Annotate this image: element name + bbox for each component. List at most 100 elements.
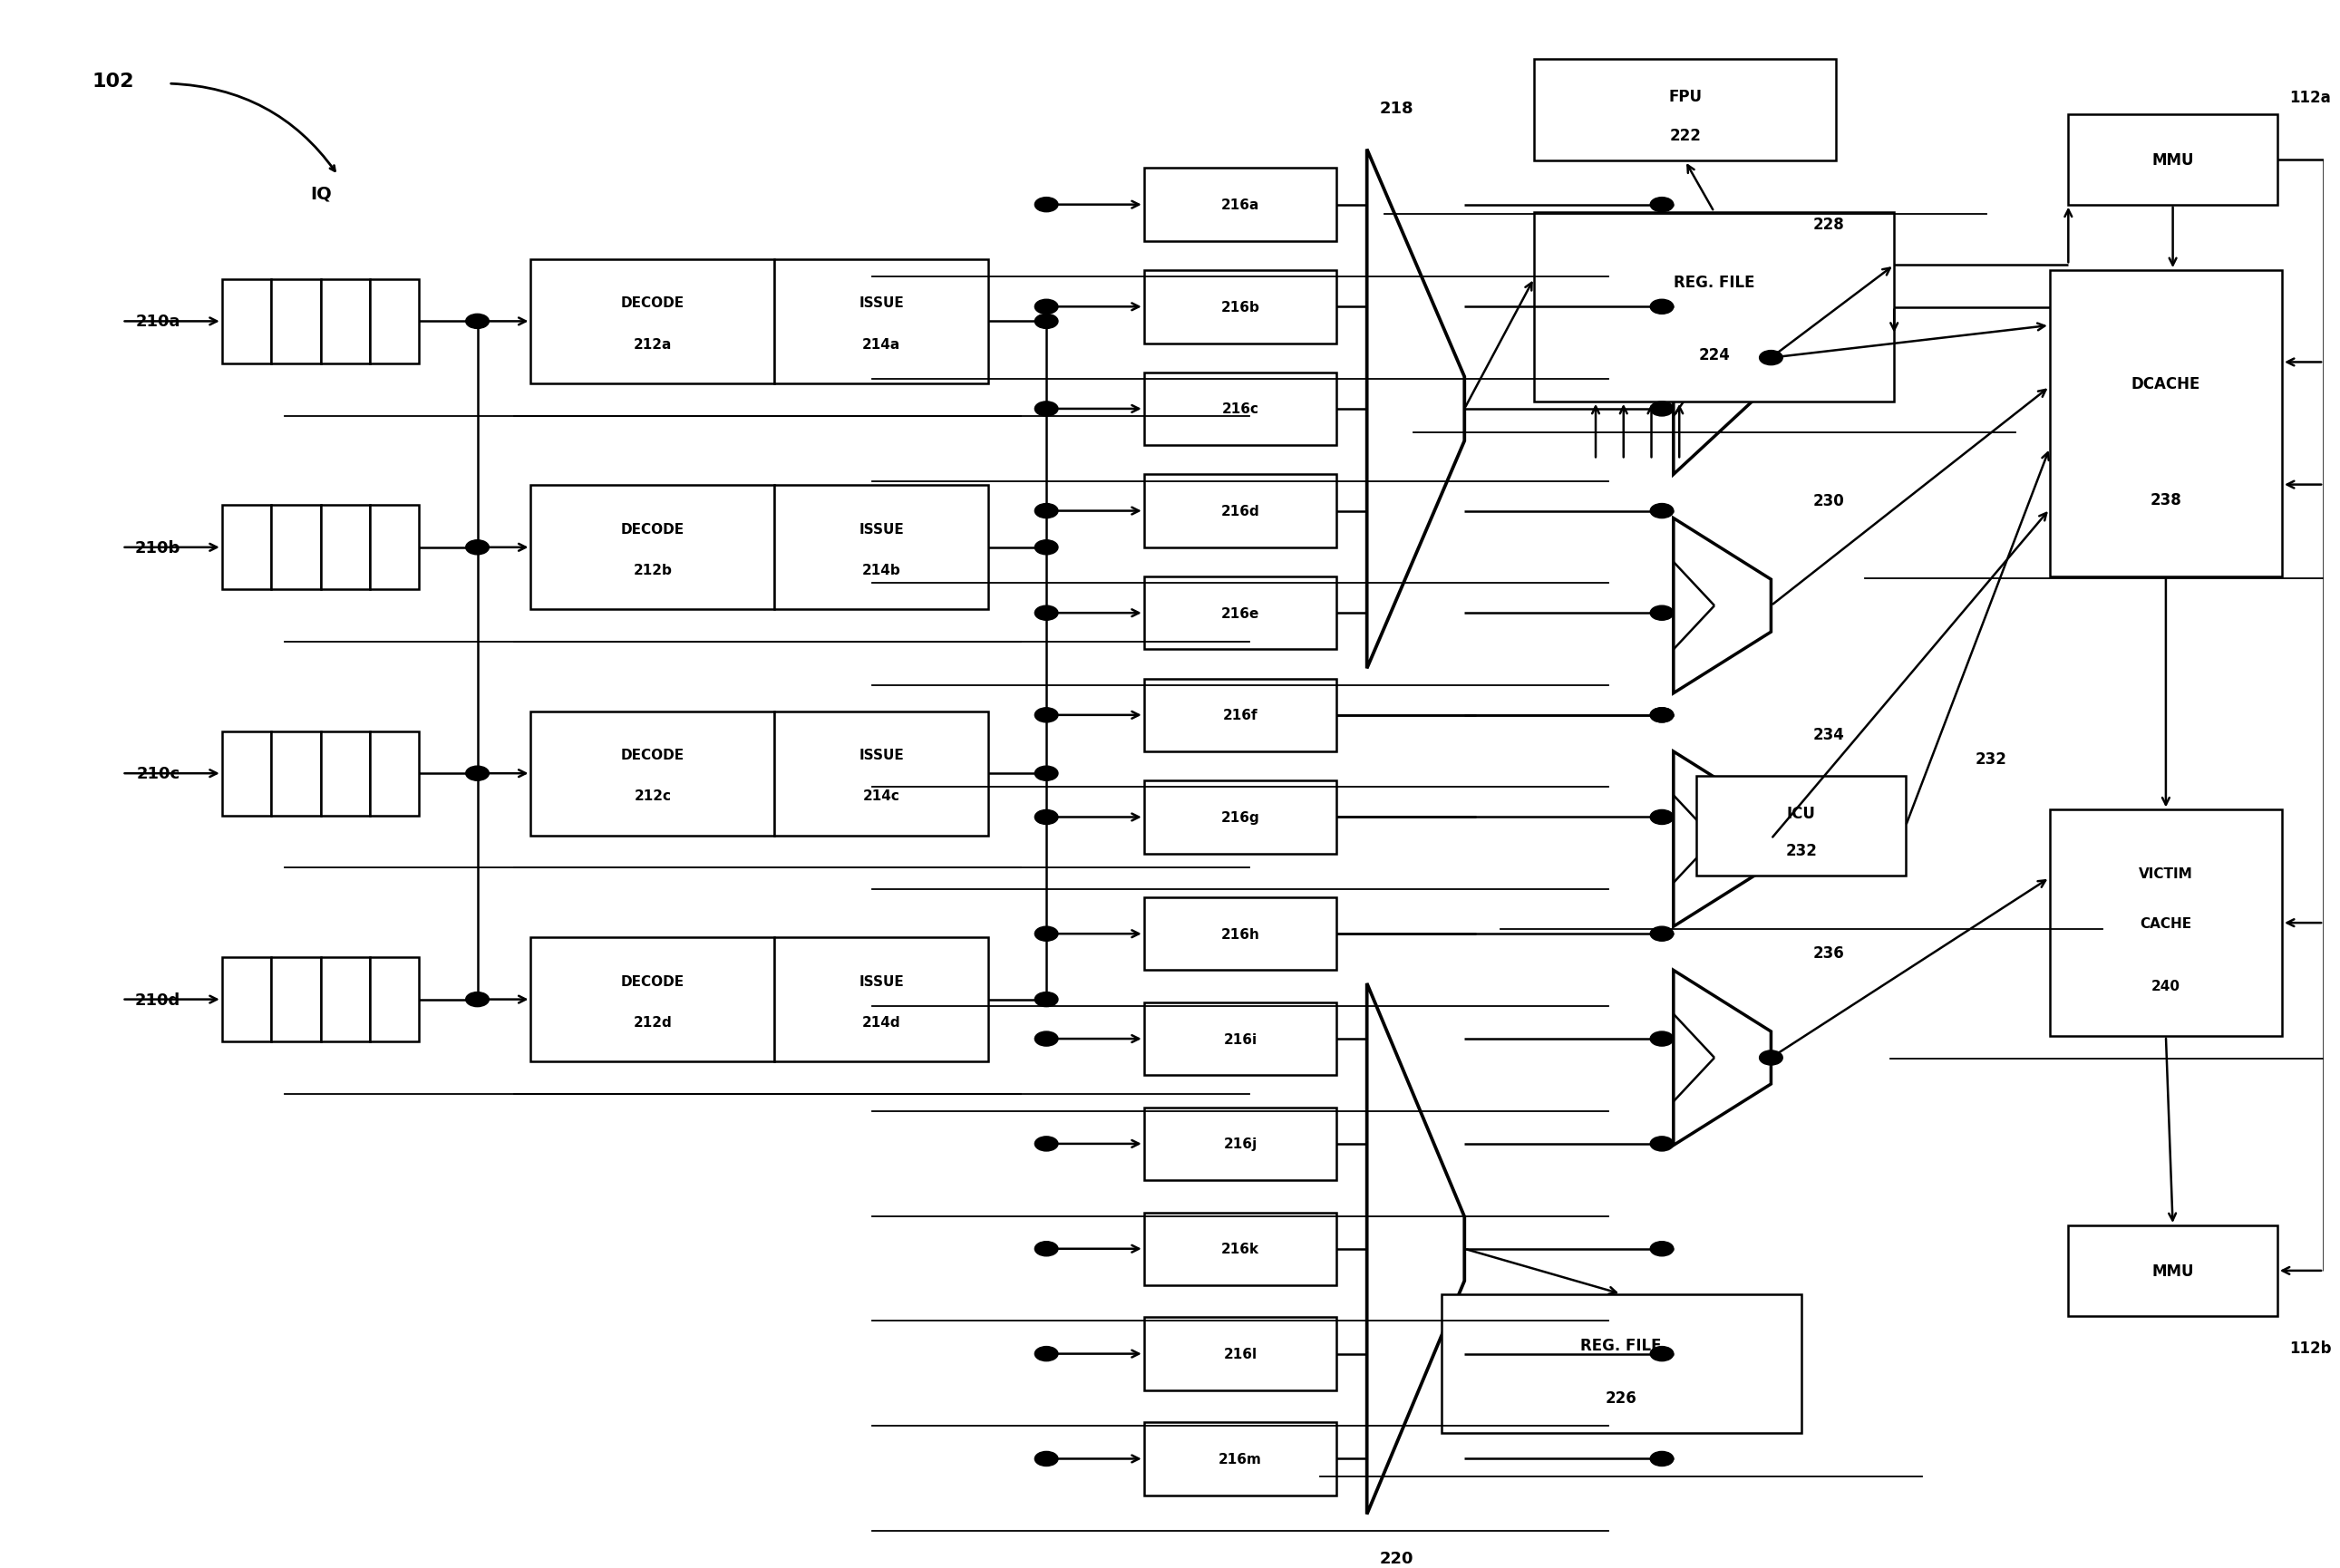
Circle shape [1650, 198, 1673, 213]
Text: 234: 234 [1814, 726, 1844, 743]
Bar [222, 732, 271, 815]
Polygon shape [1673, 753, 1771, 927]
Circle shape [1034, 767, 1058, 781]
Text: VICTIM: VICTIM [2139, 867, 2193, 880]
Text: 216f: 216f [1224, 709, 1259, 723]
Bar [775, 260, 987, 384]
Bar [1144, 679, 1336, 753]
Polygon shape [1673, 241, 1771, 475]
Bar [1144, 1422, 1336, 1496]
Text: 216l: 216l [1224, 1347, 1257, 1361]
Bar [370, 958, 419, 1043]
Circle shape [1034, 811, 1058, 825]
Text: 216k: 216k [1221, 1242, 1259, 1256]
Circle shape [1760, 351, 1783, 365]
Bar [370, 279, 419, 364]
Text: 232: 232 [1785, 844, 1818, 859]
Bar [2069, 1226, 2277, 1316]
Circle shape [1034, 709, 1058, 723]
Polygon shape [1673, 971, 1771, 1146]
Text: 212c: 212c [634, 789, 672, 803]
Text: 212b: 212b [634, 563, 672, 577]
Bar [321, 505, 370, 590]
Text: 216b: 216b [1221, 301, 1259, 314]
Circle shape [1034, 1032, 1058, 1046]
Bar [1144, 475, 1336, 547]
Bar [2050, 271, 2282, 577]
Bar [370, 732, 419, 815]
Text: ISSUE: ISSUE [859, 522, 903, 536]
Circle shape [1034, 315, 1058, 329]
Bar [531, 486, 775, 610]
Circle shape [1650, 927, 1673, 941]
Text: 216h: 216h [1221, 927, 1259, 941]
Circle shape [1650, 1452, 1673, 1466]
Text: CACHE: CACHE [2141, 916, 2193, 930]
Text: 224: 224 [1699, 347, 1729, 362]
Bar [1144, 271, 1336, 343]
Circle shape [1650, 1137, 1673, 1151]
Bar [1441, 1294, 1802, 1433]
Bar [2050, 811, 2282, 1036]
Bar [1144, 781, 1336, 855]
Text: 216i: 216i [1224, 1032, 1257, 1046]
Bar [271, 505, 321, 590]
Bar [1144, 897, 1336, 971]
Bar [370, 505, 419, 590]
Bar [775, 712, 987, 836]
Text: 228: 228 [1814, 216, 1844, 232]
Text: 214d: 214d [861, 1014, 901, 1029]
Text: 240: 240 [2150, 980, 2181, 993]
Text: 112b: 112b [2289, 1341, 2331, 1356]
Circle shape [1650, 505, 1673, 519]
Text: 222: 222 [1668, 129, 1701, 144]
Bar [1144, 1107, 1336, 1181]
Text: 102: 102 [91, 72, 133, 91]
Circle shape [1650, 709, 1673, 723]
Bar [1535, 60, 1837, 162]
Bar [1144, 1212, 1336, 1286]
Bar [271, 279, 321, 364]
Text: 216c: 216c [1221, 403, 1259, 416]
Text: ISSUE: ISSUE [859, 974, 903, 988]
Circle shape [1034, 401, 1058, 417]
Text: DECODE: DECODE [620, 748, 686, 762]
Circle shape [1034, 927, 1058, 941]
Text: DCACHE: DCACHE [2132, 376, 2200, 392]
Bar [531, 938, 775, 1062]
Bar [271, 958, 321, 1043]
Text: MMU: MMU [2153, 152, 2195, 168]
Text: 230: 230 [1814, 492, 1844, 510]
Bar [2069, 114, 2277, 205]
Circle shape [1034, 1347, 1058, 1361]
Text: 214b: 214b [861, 563, 901, 577]
Text: 210c: 210c [136, 765, 180, 782]
Text: ISSUE: ISSUE [859, 748, 903, 762]
Circle shape [466, 315, 489, 329]
Circle shape [1650, 607, 1673, 621]
Text: FPU: FPU [1668, 89, 1701, 105]
Bar [1535, 213, 1893, 401]
Text: 218: 218 [1378, 100, 1413, 118]
Bar [321, 958, 370, 1043]
Bar [222, 279, 271, 364]
Text: 210b: 210b [133, 539, 180, 557]
Bar [531, 712, 775, 836]
Circle shape [1650, 709, 1673, 723]
Text: 220: 220 [1378, 1549, 1413, 1566]
Text: 214c: 214c [863, 789, 901, 803]
Circle shape [1650, 1242, 1673, 1256]
Text: ISSUE: ISSUE [859, 296, 903, 310]
Circle shape [1650, 1347, 1673, 1361]
Text: ICU: ICU [1788, 806, 1816, 822]
Circle shape [466, 541, 489, 555]
Text: 236: 236 [1814, 946, 1844, 961]
Circle shape [1034, 299, 1058, 315]
Bar [1144, 373, 1336, 445]
Bar [222, 958, 271, 1043]
Bar [775, 938, 987, 1062]
Circle shape [1034, 607, 1058, 621]
Text: 212d: 212d [634, 1014, 672, 1029]
Bar [1144, 169, 1336, 241]
Text: 212a: 212a [634, 337, 672, 351]
